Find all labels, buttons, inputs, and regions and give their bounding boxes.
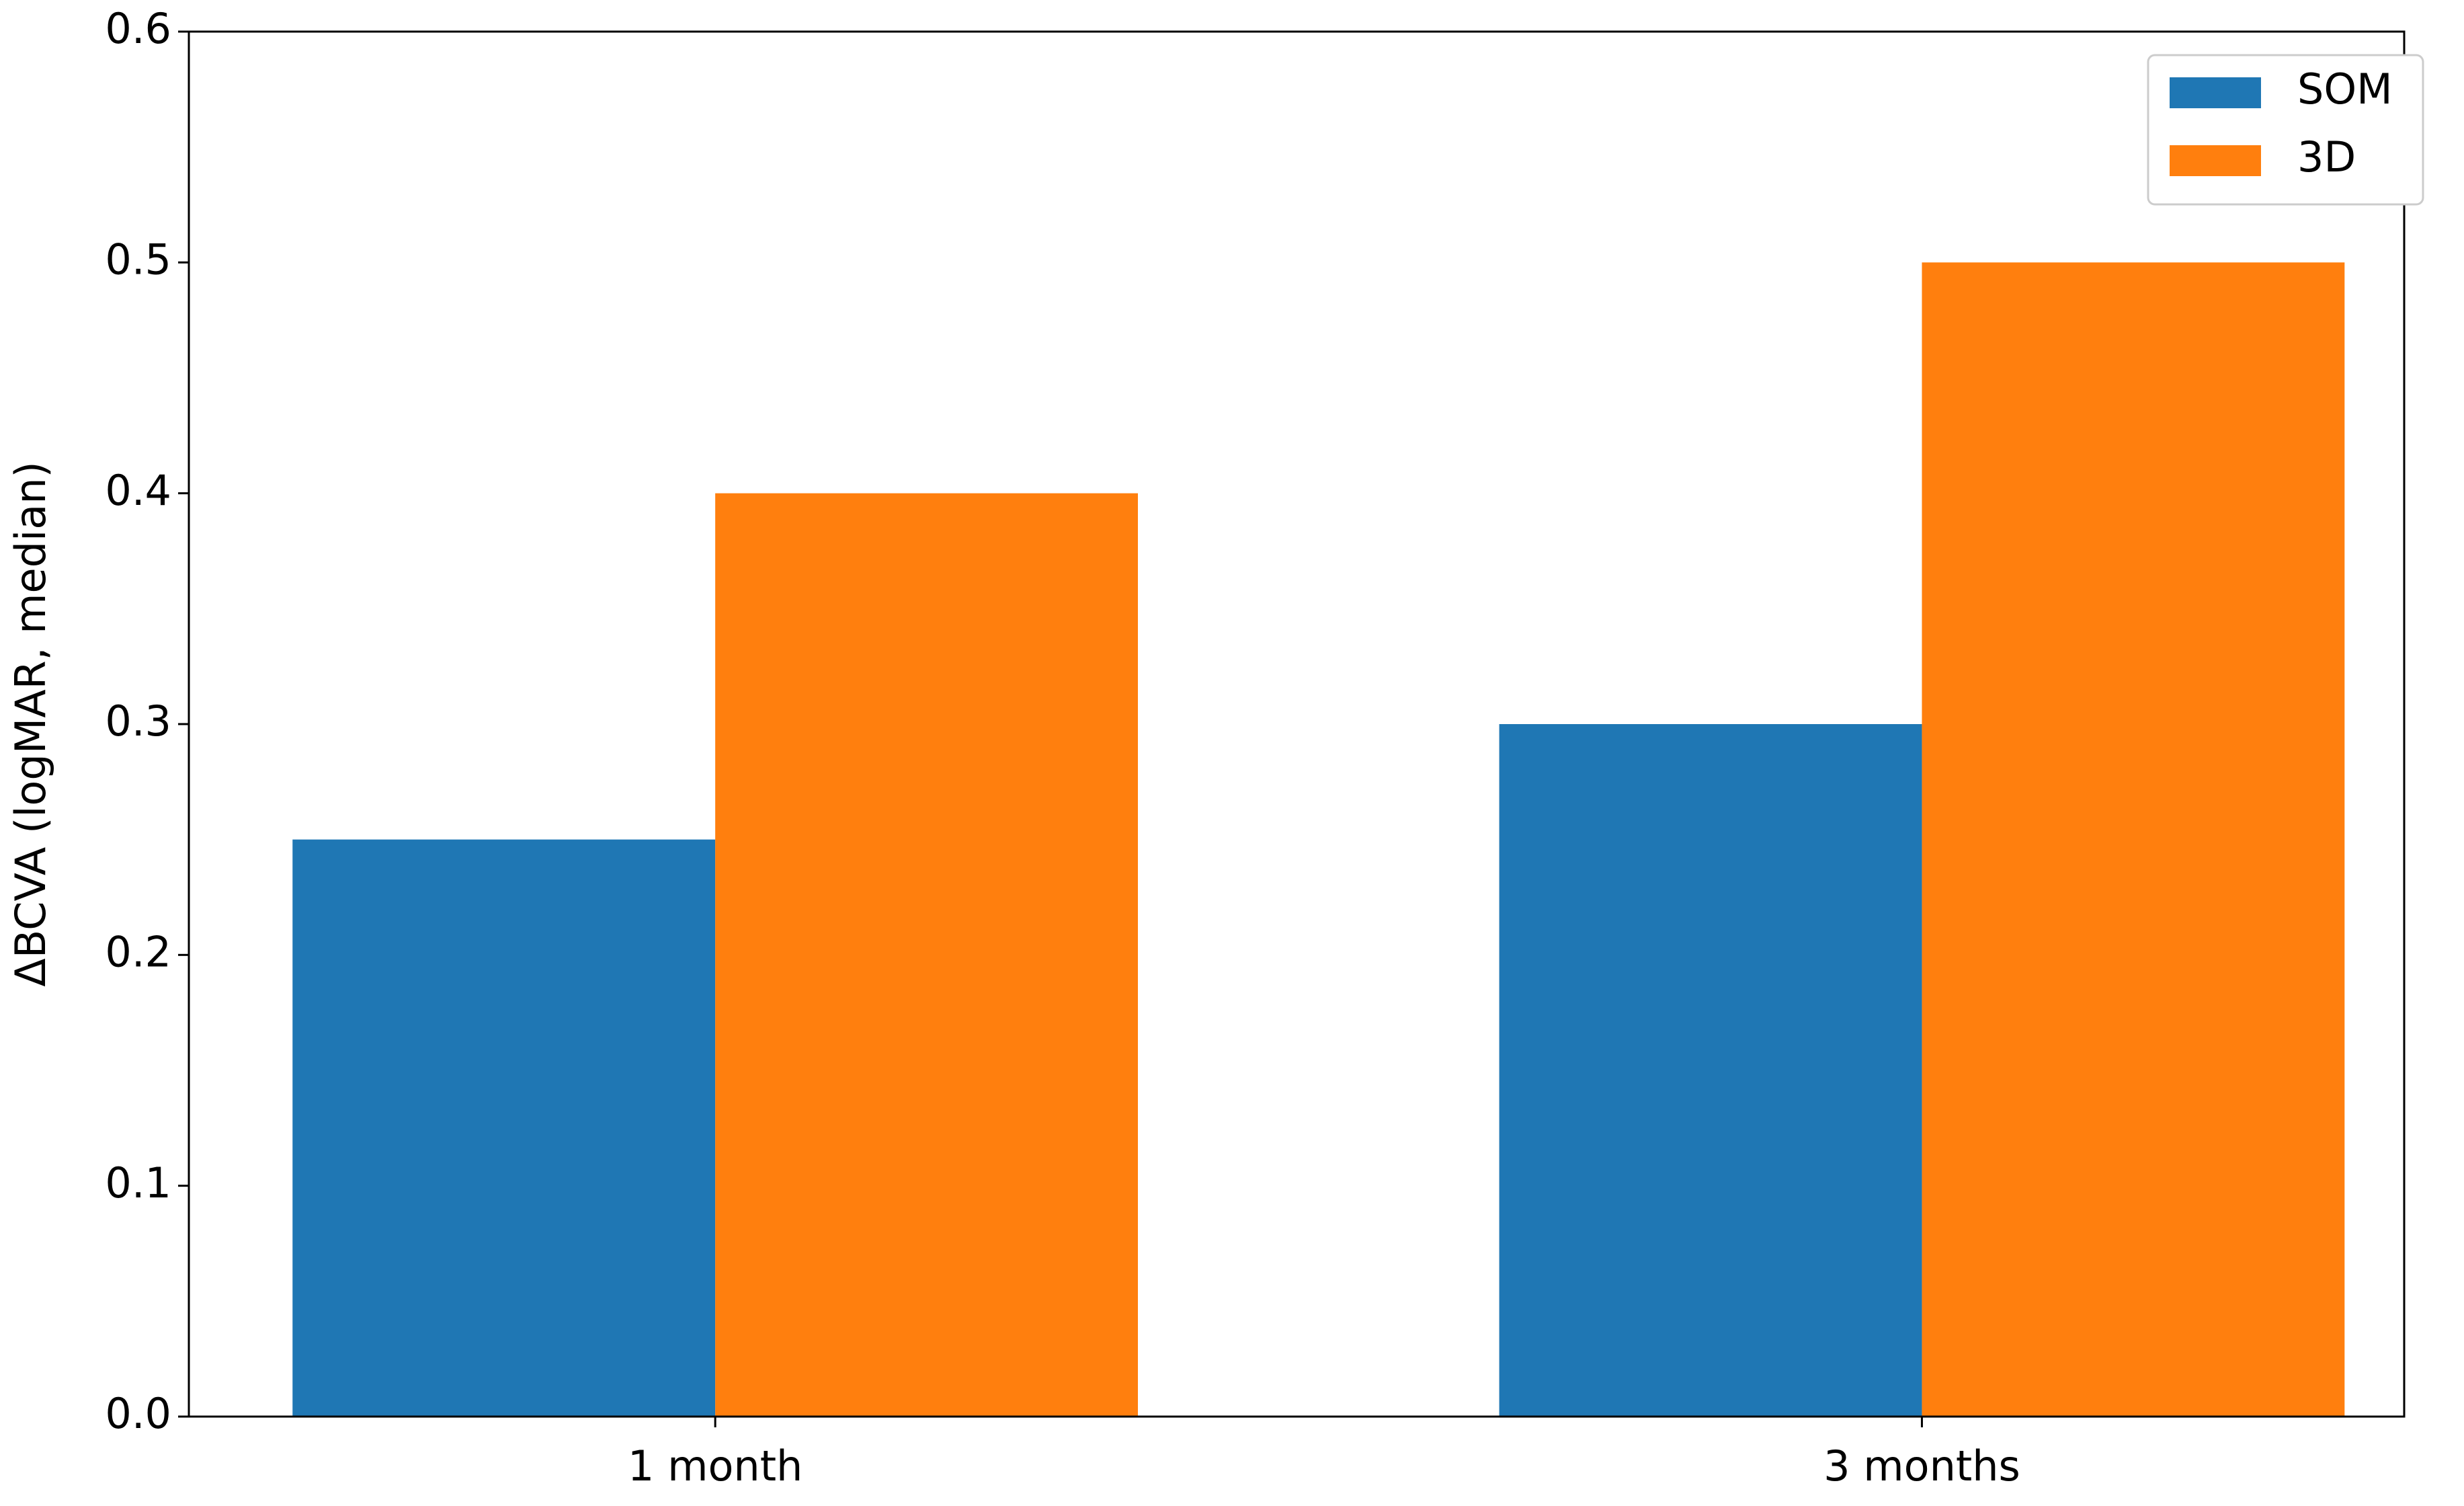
legend-label: SOM <box>2297 65 2393 114</box>
bar <box>1499 724 1922 1417</box>
bar <box>1922 262 2345 1417</box>
x-tick-label: 3 months <box>1823 1441 2020 1491</box>
y-tick-label: 0.6 <box>105 4 171 53</box>
y-tick-label: 0.2 <box>105 927 171 976</box>
y-tick-label: 0.1 <box>105 1158 171 1207</box>
y-tick-label: 0.0 <box>105 1389 171 1438</box>
y-tick-label: 0.5 <box>105 235 171 284</box>
legend-label: 3D <box>2297 132 2356 182</box>
bar <box>292 839 716 1417</box>
y-axis-label: ΔBCVA (logMAR, median) <box>6 461 55 986</box>
bar <box>715 493 1139 1417</box>
y-tick-label: 0.3 <box>105 697 171 746</box>
x-tick-label: 1 month <box>628 1441 803 1491</box>
legend-swatch <box>2170 145 2261 176</box>
y-tick-label: 0.4 <box>105 466 171 515</box>
legend-swatch <box>2170 77 2261 108</box>
